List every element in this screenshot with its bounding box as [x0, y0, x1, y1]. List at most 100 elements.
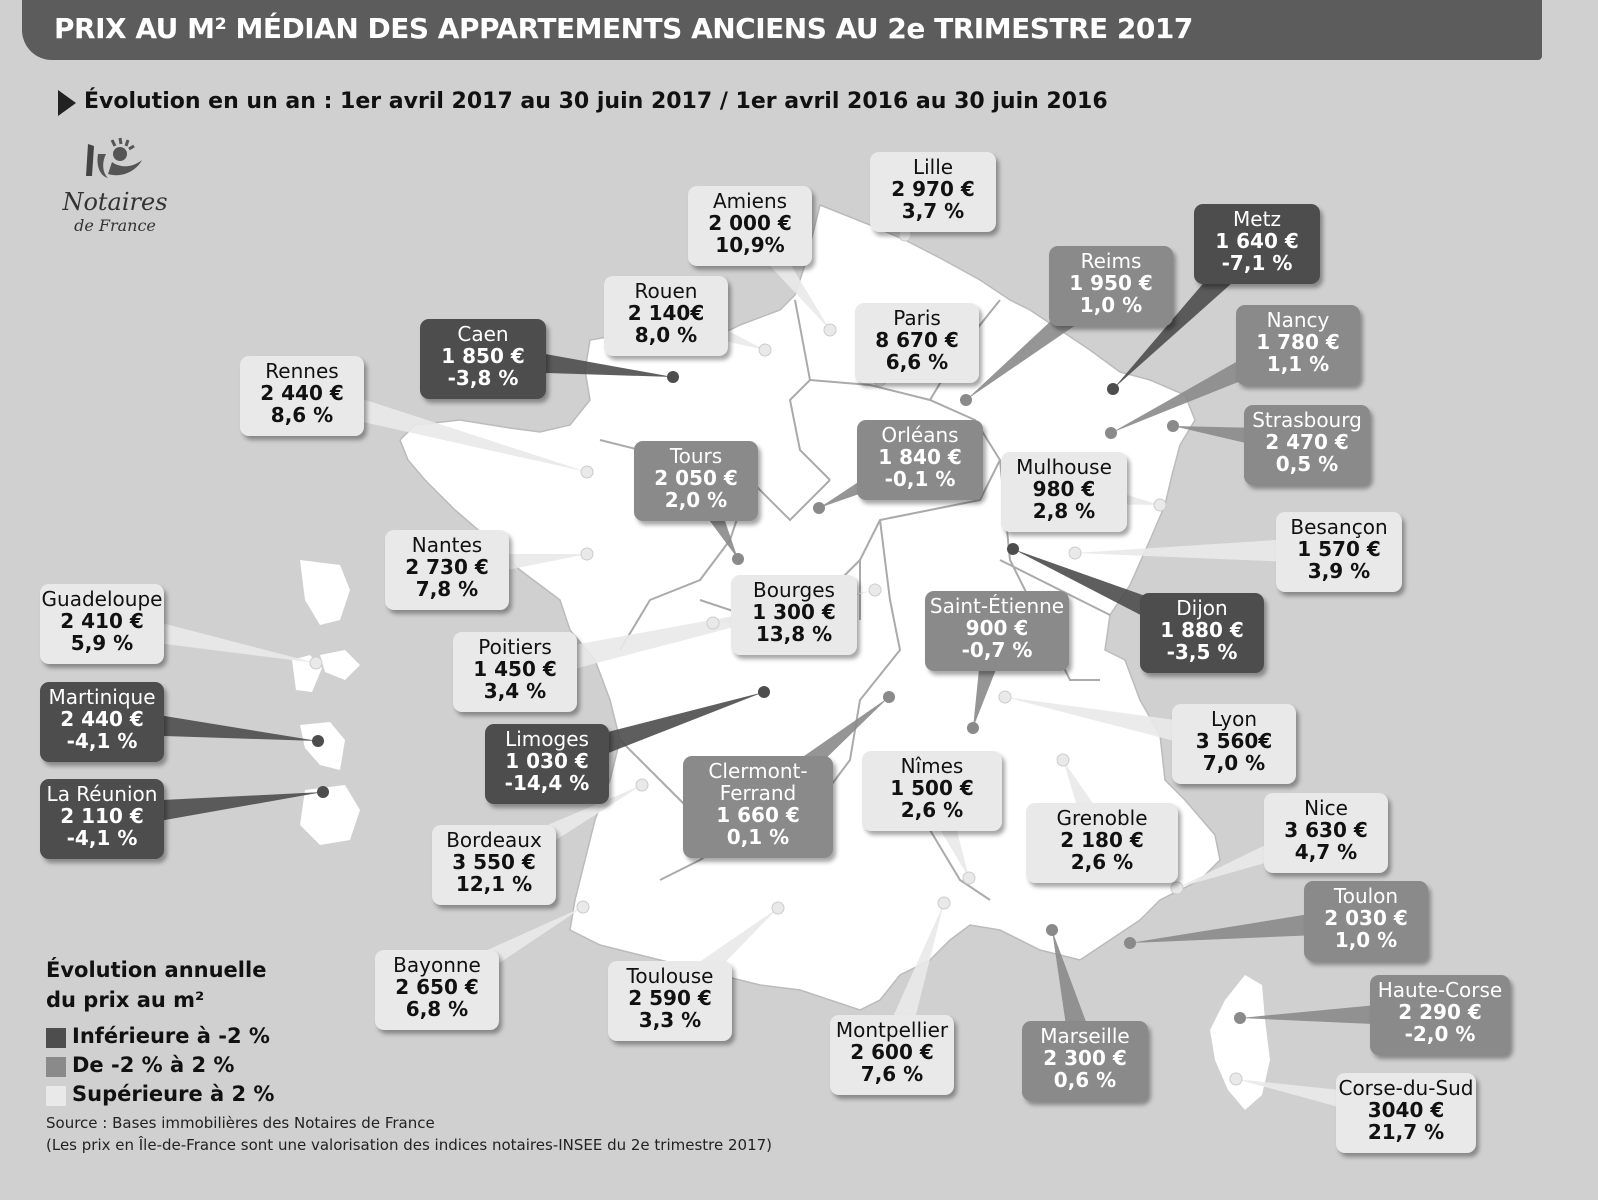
city-name: Orléans	[881, 423, 959, 447]
city-price: 1 840 €	[878, 445, 962, 469]
city-price: 2 180 €	[1060, 828, 1144, 852]
legend-item-high: Supérieure à 2 %	[46, 1081, 274, 1110]
legend-swatch-low	[46, 1028, 66, 1048]
city-price: 1 950 €	[1069, 271, 1153, 295]
city-evolution: 13,8 %	[755, 622, 833, 646]
city-label-orleans: Orléans 1 840 € -0,1 %	[857, 420, 983, 500]
city-dot-rouen	[758, 343, 772, 357]
city-name: Nîmes	[900, 754, 964, 778]
martinique-island	[300, 722, 345, 770]
city-evolution: 5,9 %	[70, 631, 134, 655]
city-evolution: -2,0 %	[1404, 1022, 1476, 1046]
city-price: 3 630 €	[1284, 818, 1368, 842]
city-label-amiens: Amiens 2 000 €10,9%	[688, 186, 812, 266]
city-name: Corse-du-Sud	[1338, 1076, 1474, 1100]
city-name: Clermont-Ferrand	[708, 759, 808, 805]
legend-label-low: Inférieure à -2 %	[72, 1024, 270, 1048]
city-name: Haute-Corse	[1377, 978, 1503, 1002]
city-evolution: 3,3 %	[638, 1008, 702, 1032]
city-label-strasbourg: Strasbourg 2 470 €0,5 %	[1244, 405, 1370, 485]
city-price: 1 880 €	[1160, 618, 1244, 642]
city-evolution: 2,8 %	[1032, 499, 1096, 523]
title-banner: PRIX AU M² MÉDIAN DES APPARTEMENTS ANCIE…	[22, 0, 1542, 60]
city-name: Reims	[1080, 249, 1142, 273]
city-price: 3 550 €	[452, 850, 536, 874]
city-price: 3 560€	[1195, 729, 1273, 753]
city-dot-bourges	[706, 616, 720, 630]
city-label-nice: Nice 3 630 €4,7 %	[1264, 793, 1388, 873]
city-label-besancon: Besançon 1 570 €3,9 %	[1276, 512, 1402, 592]
corsica	[1210, 975, 1270, 1110]
city-dot-haute-corse	[1234, 1012, 1246, 1024]
city-price: 1 660 €	[716, 803, 800, 827]
legend-title-line1: Évolution annuelle	[46, 958, 267, 982]
city-price: 2 410 €	[60, 609, 144, 633]
city-dot-rennes	[580, 465, 594, 479]
city-label-la-reunion: La Réunion 2 110 € -4,1 %	[40, 779, 164, 859]
city-price: 2 030 €	[1324, 906, 1408, 930]
reunion-island	[300, 785, 360, 845]
city-name: Metz	[1233, 207, 1281, 231]
city-evolution: -0,1 %	[884, 467, 956, 491]
city-price: 2 590 €	[628, 986, 712, 1010]
city-label-dijon: Dijon 1 880 € -3,5 %	[1140, 593, 1264, 673]
legend-item-low: Inférieure à -2 %	[46, 1023, 270, 1052]
city-dots	[309, 228, 1246, 1086]
city-evolution: 0,5 %	[1275, 452, 1339, 476]
city-label-haute-corse: Haute-Corse 2 290 € -2,0 %	[1370, 975, 1510, 1055]
city-dot-lyon	[998, 690, 1012, 704]
city-dot-reims	[960, 394, 972, 406]
city-price: 1 570 €	[1297, 537, 1381, 561]
guadeloupe-island	[292, 560, 360, 692]
city-name: Montpellier	[835, 1018, 949, 1042]
city-evolution: 3,7 %	[901, 199, 965, 223]
connector-besancon	[1075, 536, 1340, 564]
city-dot-nancy	[1105, 427, 1117, 439]
city-price: 2 140€	[627, 301, 705, 325]
legend-swatch-high	[46, 1086, 66, 1106]
city-evolution: 12,1 %	[455, 872, 533, 896]
city-price: 980 €	[1032, 477, 1096, 501]
city-label-paris: Paris 8 670 €6,6 %	[855, 303, 979, 383]
city-dot-nimes	[962, 871, 976, 885]
city-price: 2 000 €	[708, 211, 792, 235]
city-price: 1 300 €	[752, 600, 836, 624]
legend-title-line2: du prix au m²	[46, 988, 205, 1012]
city-dot-limoges	[758, 686, 770, 698]
legend-label-mid: De -2 % à 2 %	[72, 1053, 235, 1077]
city-dot-metz	[1107, 383, 1119, 395]
city-dot-la-reunion	[317, 786, 329, 798]
city-label-nancy: Nancy 1 780 €1,1 %	[1236, 305, 1360, 385]
city-dot-toulouse	[771, 901, 785, 915]
city-price: 1 030 €	[505, 749, 589, 773]
city-name: Rennes	[265, 359, 339, 383]
city-dot-marseille	[1046, 924, 1058, 936]
city-dot-grenoble	[1056, 753, 1070, 767]
city-label-lyon: Lyon 3 560€ 7,0 %	[1172, 704, 1296, 784]
city-name: Mulhouse	[1016, 455, 1112, 479]
sun-figure-icon	[86, 137, 142, 178]
logo-name: Notaires	[62, 188, 168, 216]
city-name: Tours	[669, 444, 723, 468]
city-name: Dijon	[1176, 596, 1228, 620]
city-name: Toulouse	[626, 964, 714, 988]
city-evolution: 8,6 %	[270, 403, 334, 427]
city-name: Bordeaux	[446, 828, 542, 852]
city-evolution: 7,8 %	[415, 577, 479, 601]
city-evolution: 6,8 %	[405, 997, 469, 1021]
city-evolution: 2,6 %	[900, 798, 964, 822]
city-price: 2 600 €	[850, 1040, 934, 1064]
city-dot-strasbourg	[1167, 420, 1179, 432]
city-name: Guadeloupe	[41, 587, 163, 611]
city-name: Martinique	[48, 685, 156, 709]
city-price: 3040 €	[1367, 1098, 1445, 1122]
arrow-right-icon	[58, 90, 76, 116]
city-evolution: -3,5 %	[1166, 640, 1238, 664]
city-dot-guadeloupe	[309, 656, 323, 670]
city-dot-nantes	[580, 547, 594, 561]
city-dot-caen	[667, 371, 679, 383]
city-evolution: 0,6 %	[1053, 1068, 1117, 1092]
city-name: Toulon	[1333, 884, 1399, 908]
city-evolution: -14,4 %	[504, 771, 590, 795]
source-line2: (Les prix en Île-de-France sont une valo…	[46, 1136, 773, 1154]
